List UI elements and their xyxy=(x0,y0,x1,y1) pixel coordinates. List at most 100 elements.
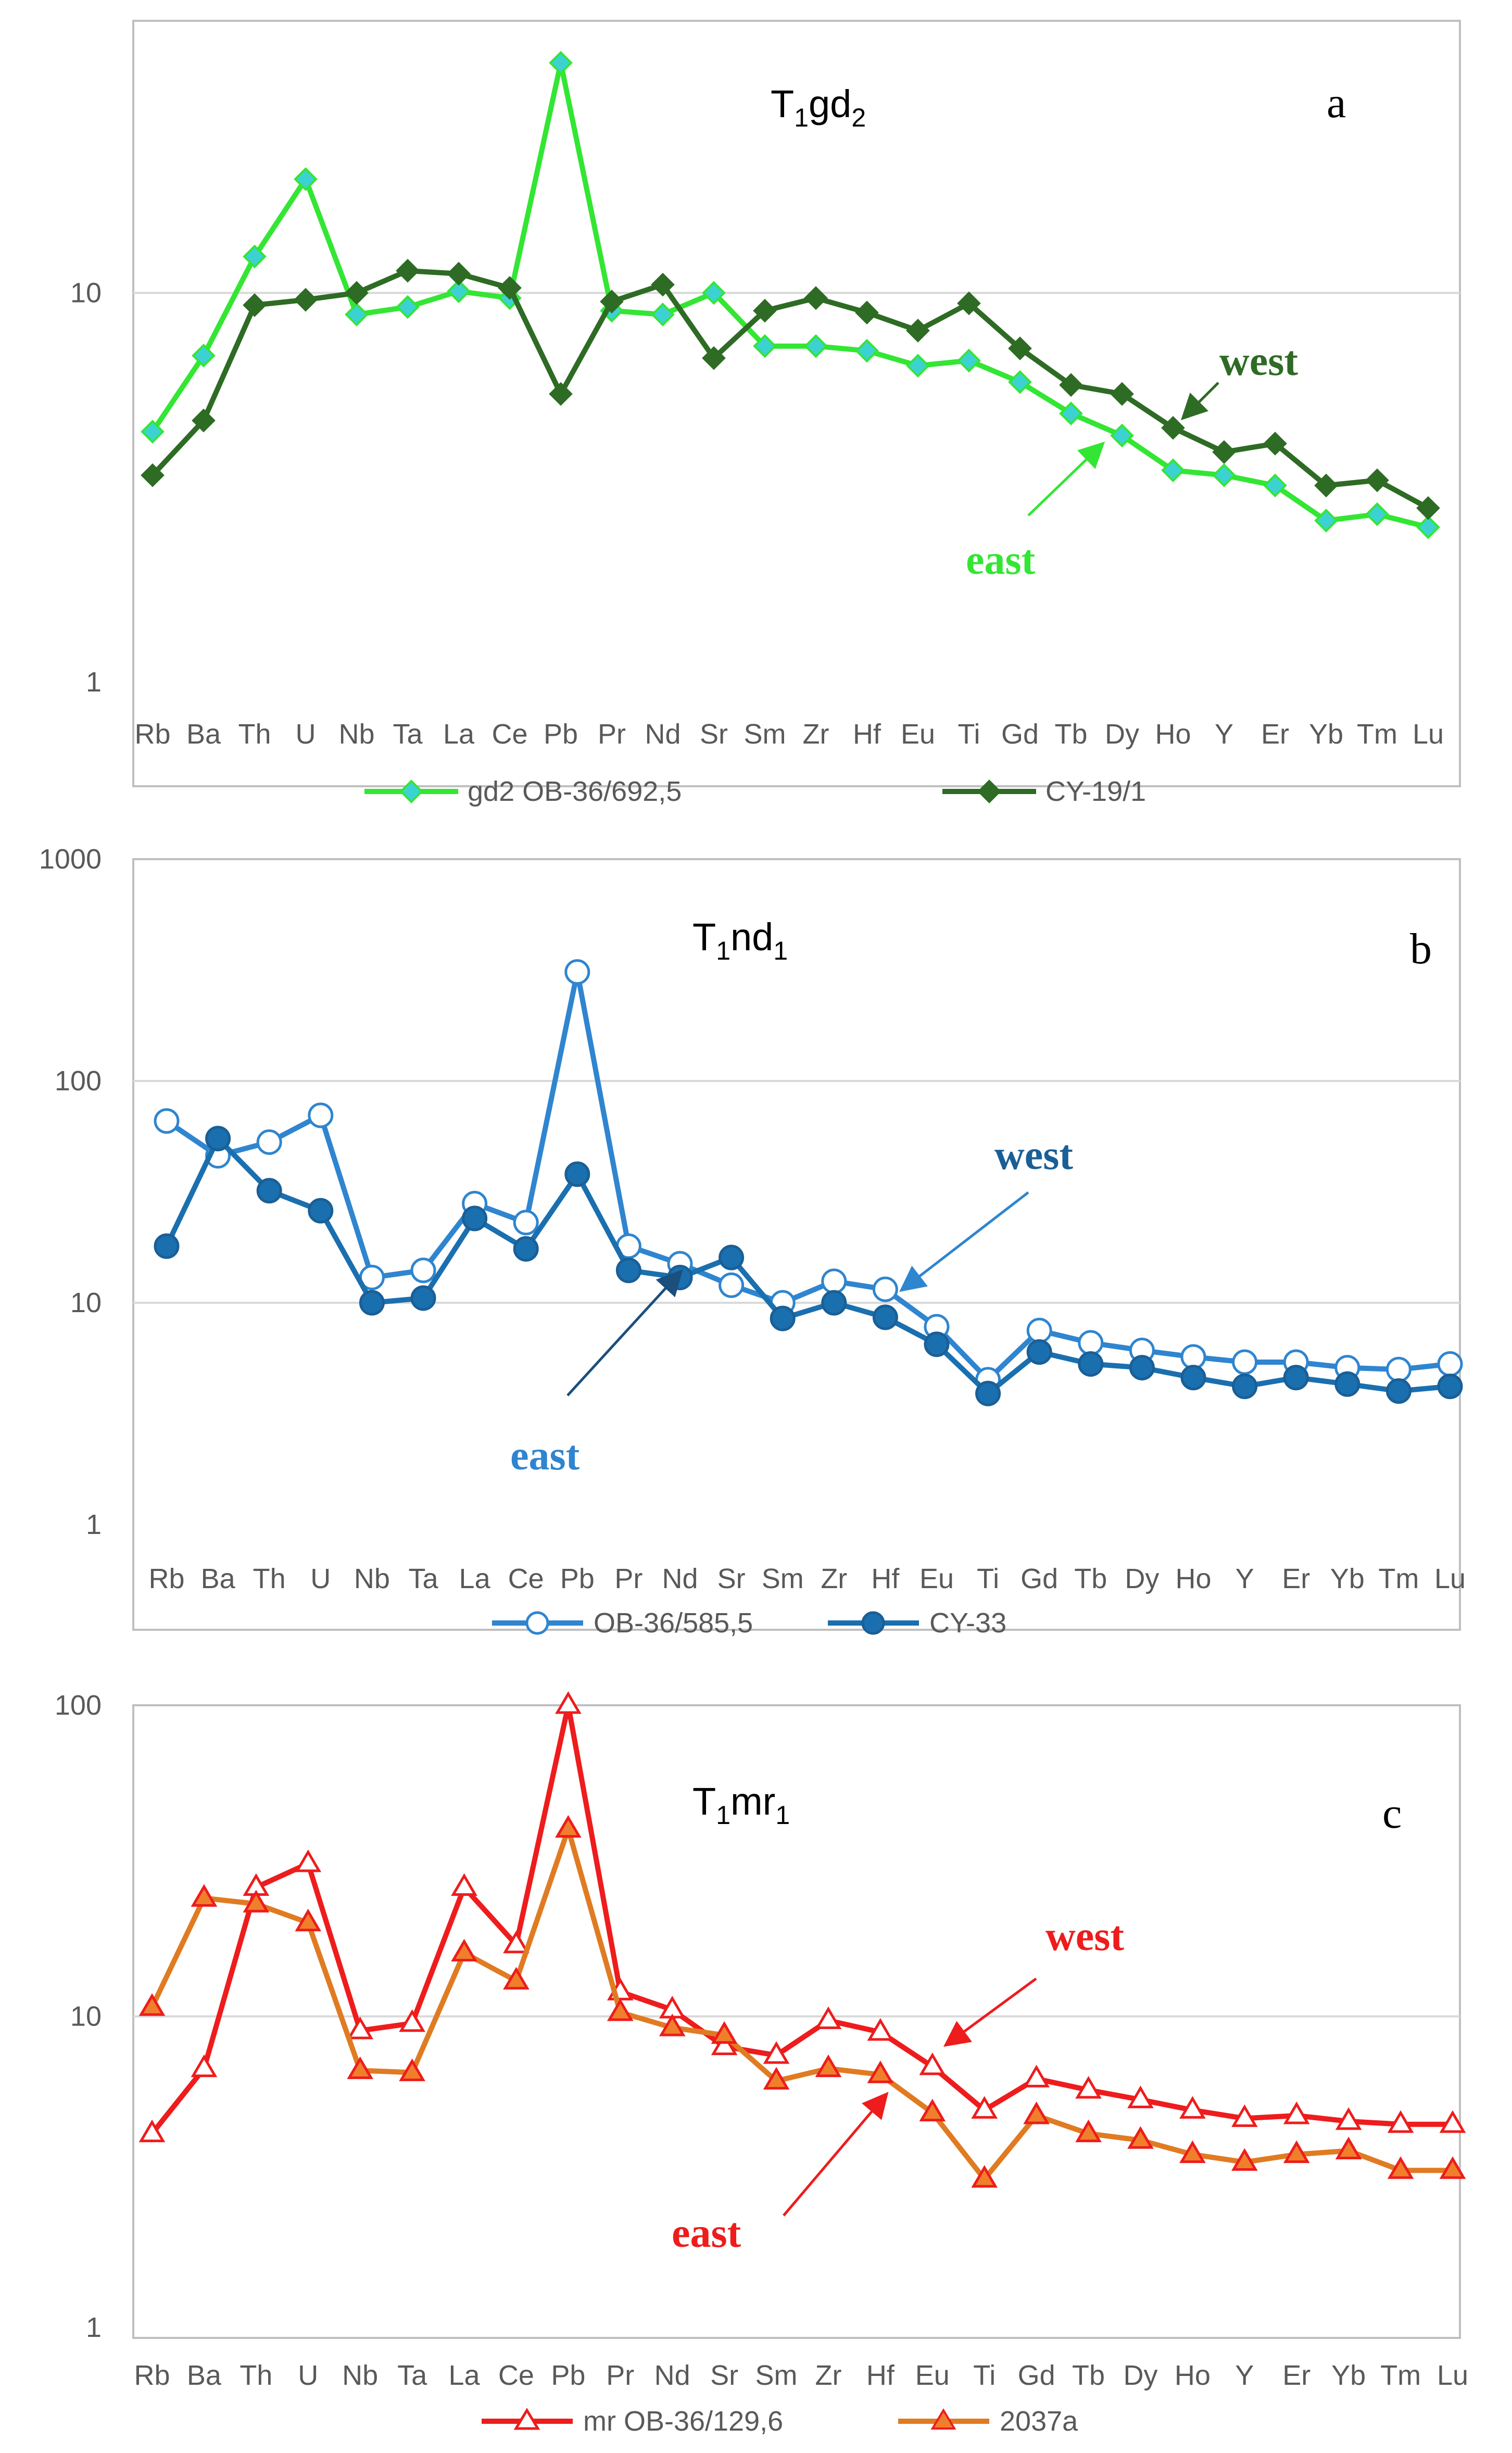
data-point xyxy=(243,293,267,317)
data-point xyxy=(1059,373,1083,397)
data-point xyxy=(855,300,879,325)
x-tick-label: Ti xyxy=(973,2360,996,2391)
data-point xyxy=(763,2041,790,2064)
x-tick-label: Nb xyxy=(342,2360,378,2391)
data-point xyxy=(919,2098,946,2122)
title-sub: 2 xyxy=(851,103,866,132)
data-point xyxy=(659,2014,686,2036)
data-point xyxy=(1416,515,1440,539)
data-point xyxy=(719,1272,745,1298)
title-base: T xyxy=(692,915,716,959)
annotation-east: east xyxy=(510,1269,683,1479)
x-tick-label: Rb xyxy=(148,1563,184,1594)
data-point xyxy=(141,463,165,487)
legend-label: OB-36/585,5 xyxy=(594,1607,753,1639)
panel-c: 1 10 100 Rb Ba Th U Nb Ta La Ce Pb Pr Nd Sr Sm Zr Hf Eu Ti… xyxy=(55,1690,1468,2437)
legend-marker-circle xyxy=(861,1611,885,1635)
data-point xyxy=(957,291,981,316)
data-point xyxy=(1008,370,1032,394)
data-point xyxy=(347,2056,374,2079)
series-line xyxy=(150,1703,1453,2135)
legend-label: CY-19/1 xyxy=(1045,776,1146,807)
title-mid: nd xyxy=(730,915,773,959)
data-point xyxy=(1334,1371,1360,1397)
data-point xyxy=(1179,2096,1206,2119)
y-tick-label: 1000 xyxy=(39,844,102,875)
x-tick-label: U xyxy=(310,1563,331,1594)
x-tick-label: Tb xyxy=(1074,1563,1107,1594)
x-tick-label: Rb xyxy=(134,2360,170,2391)
data-point xyxy=(138,1993,166,2016)
series-line xyxy=(149,1826,1453,2182)
data-point xyxy=(410,1257,436,1284)
data-point xyxy=(347,2016,374,2040)
data-point xyxy=(295,1908,322,1932)
x-tick-label: Ti xyxy=(977,1563,999,1594)
x-tick-label: Th xyxy=(238,719,271,750)
x-tick-label: Sm xyxy=(762,1563,804,1594)
data-point xyxy=(815,2054,842,2078)
data-point xyxy=(1439,2110,1466,2133)
data-point xyxy=(651,303,675,326)
data-point xyxy=(205,1126,231,1152)
legend-marker-diamond xyxy=(977,779,1001,803)
x-tick-label: Lu xyxy=(1437,2360,1468,2391)
x-tick-label: Tm xyxy=(1378,1563,1419,1594)
annotation-label: west xyxy=(1045,1914,1124,1959)
data-point xyxy=(1314,473,1338,498)
data-point xyxy=(447,261,471,286)
data-point xyxy=(702,346,726,370)
data-point xyxy=(345,281,369,305)
data-point xyxy=(308,1102,334,1128)
x-tick-label: Nd xyxy=(645,719,681,750)
data-point xyxy=(549,51,573,75)
x-tick-label: Tb xyxy=(1072,2360,1105,2391)
data-point xyxy=(192,408,216,433)
x-tick-label: Nd xyxy=(654,2360,690,2391)
y-tick-label: 1 xyxy=(86,666,102,698)
series-mr-ob-36-129-6 xyxy=(138,1691,1466,2143)
data-point xyxy=(1179,2140,1206,2163)
gridlines xyxy=(133,1080,1460,1304)
legend: OB-36/585,5 CY-33 xyxy=(492,1607,1006,1639)
x-tick-label: Tm xyxy=(1357,719,1397,750)
legend-marker-circle-open xyxy=(525,1611,549,1635)
x-tick-label: Dy xyxy=(1123,2360,1157,2391)
title-sub: 1 xyxy=(716,936,730,965)
data-point xyxy=(1161,416,1185,440)
annotation-label: east xyxy=(510,1433,580,1479)
y-tick-label: 100 xyxy=(55,1065,102,1097)
data-point xyxy=(1437,1373,1463,1399)
data-point xyxy=(821,1268,847,1294)
x-tick-label: Y xyxy=(1215,719,1233,750)
data-point xyxy=(1283,1365,1309,1391)
x-tick-label: Ce xyxy=(492,719,527,750)
data-point xyxy=(256,1178,282,1204)
x-tick-label: Sm xyxy=(744,719,786,750)
x-tick-label: Ti xyxy=(958,719,980,750)
data-point xyxy=(549,382,573,406)
y-tick-label: 1 xyxy=(86,1509,102,1540)
legend-item: CY-33 xyxy=(828,1607,1006,1639)
x-tick-label: Nd xyxy=(662,1563,698,1594)
data-point xyxy=(1232,1349,1258,1375)
data-point xyxy=(1283,2101,1310,2124)
data-point xyxy=(615,1257,641,1284)
data-point xyxy=(804,334,828,358)
y-tick-label: 100 xyxy=(55,1690,102,1721)
panel-letter: a xyxy=(1327,79,1346,127)
data-point xyxy=(1075,2119,1102,2143)
annotation-west: west xyxy=(899,1133,1073,1292)
x-tick-label: Gd xyxy=(1020,1563,1058,1594)
x-axis-ticks: Rb Ba Th U Nb Ta La Ce Pb Pr Nd Sr Sm Zr Hf Eu Ti Gd Tb Dy H… xyxy=(134,719,1444,750)
data-point xyxy=(1335,2107,1362,2130)
x-tick-label: La xyxy=(443,719,475,750)
data-point xyxy=(1212,440,1236,464)
data-point xyxy=(462,1205,488,1231)
data-point xyxy=(1212,463,1236,487)
data-point xyxy=(1232,1373,1258,1399)
data-point xyxy=(906,319,930,343)
data-point xyxy=(971,2165,998,2188)
x-tick-label: Ta xyxy=(408,1563,438,1594)
annotation-arrow xyxy=(899,1191,1029,1292)
